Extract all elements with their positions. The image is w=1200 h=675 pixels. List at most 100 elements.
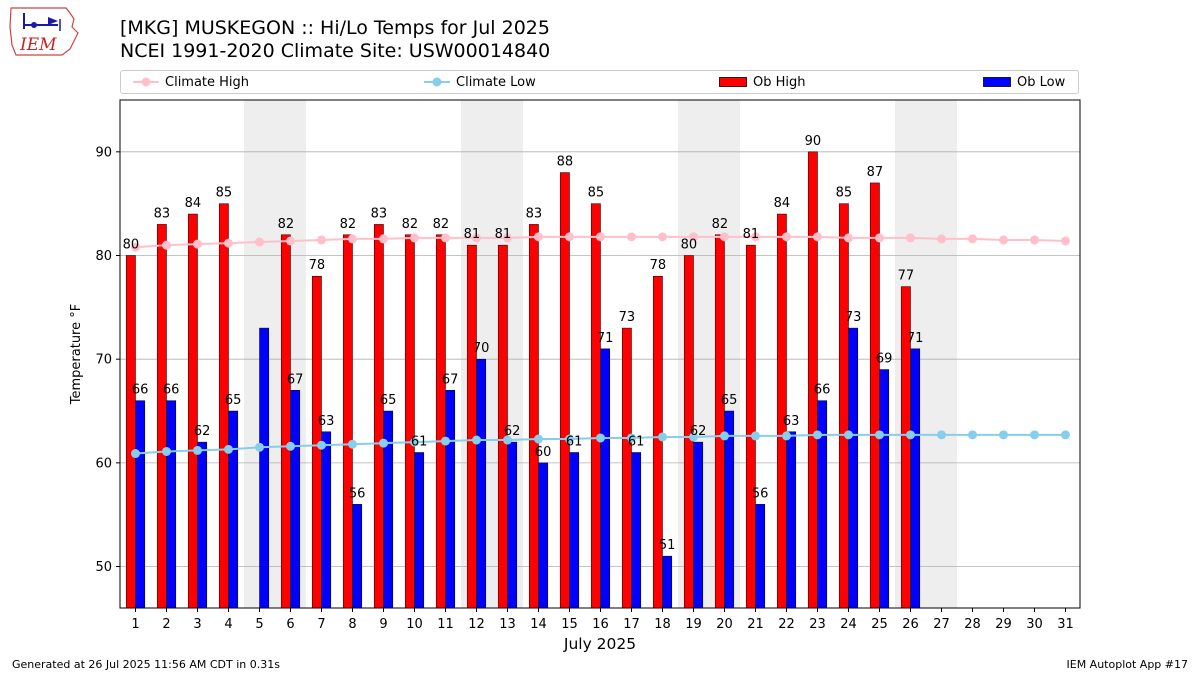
ob-high-bar <box>156 224 167 609</box>
legend-label: Climate High <box>165 74 250 90</box>
chart-title: [MKG] MUSKEGON :: Hi/Lo Temps for Jul 20… <box>120 17 550 39</box>
climate-low-marker <box>813 430 822 440</box>
ob-low-value-label: 67 <box>287 372 304 387</box>
legend-swatch <box>424 77 450 87</box>
climate-low-marker <box>906 430 915 440</box>
ob-low-value-label: 56 <box>349 486 366 501</box>
ob-high-value-label: 82 <box>433 217 450 232</box>
ob-low-value-label: 62 <box>504 424 521 439</box>
ob-low-value-label: 61 <box>628 434 645 449</box>
climate-high-marker <box>348 234 357 244</box>
climate-low-marker <box>131 449 140 459</box>
x-tick-label: 30 <box>1026 617 1043 632</box>
ob-high-value-label: 90 <box>805 134 822 149</box>
climate-low-marker <box>162 446 171 456</box>
climate-low-marker <box>968 430 977 440</box>
ob-high-value-label: 84 <box>774 196 791 211</box>
x-tick-label: 7 <box>317 617 325 632</box>
legend-swatch <box>719 77 747 87</box>
climate-low-marker <box>658 432 667 442</box>
x-tick-label: 23 <box>809 617 826 632</box>
climate-low-marker <box>751 431 760 441</box>
x-tick-label: 6 <box>286 617 294 632</box>
climate-high-marker <box>503 233 512 243</box>
ob-low-bar <box>228 410 239 609</box>
ob-high-value-label: 85 <box>216 186 233 201</box>
x-tick-label: 19 <box>685 617 702 632</box>
ob-high-value-label: 73 <box>619 310 636 325</box>
legend-item-climate-high: Climate High <box>133 71 249 93</box>
ob-high-value-label: 82 <box>712 217 729 232</box>
ob-low-value-label: 70 <box>473 341 490 356</box>
ob-high-value-label: 85 <box>836 186 853 201</box>
chart-subtitle: NCEI 1991-2020 Climate Site: USW00014840 <box>120 40 551 62</box>
ob-high-value-label: 82 <box>278 217 295 232</box>
x-tick-label: 2 <box>162 617 170 632</box>
ob-high-value-label: 78 <box>650 258 667 273</box>
ob-low-bar <box>197 441 208 609</box>
ob-low-value-label: 65 <box>225 393 242 408</box>
ob-low-value-label: 73 <box>845 310 862 325</box>
x-tick-label: 17 <box>623 617 640 632</box>
app-credit: IEM Autoplot App #17 <box>1066 658 1189 671</box>
ob-high-bar <box>528 224 539 609</box>
x-tick-label: 10 <box>406 617 423 632</box>
ob-high-bar <box>714 234 725 609</box>
climate-low-marker <box>317 440 326 450</box>
climate-low-marker <box>937 430 946 440</box>
legend: Climate High Climate Low Ob High Ob Low <box>120 70 1079 94</box>
climate-low-marker <box>379 438 388 448</box>
x-tick-label: 25 <box>871 617 888 632</box>
y-tick-label: 60 <box>95 456 112 471</box>
ob-low-value-label: 63 <box>783 414 800 429</box>
ob-low-value-label: 65 <box>721 393 738 408</box>
climate-low-marker <box>286 441 295 451</box>
ob-low-bar <box>259 327 270 609</box>
ob-high-bar <box>435 234 446 609</box>
x-tick-label: 20 <box>716 617 733 632</box>
climate-high-marker <box>472 233 481 243</box>
ob-high-value-label: 82 <box>340 217 357 232</box>
ob-low-value-label: 66 <box>163 383 180 398</box>
ob-high-value-label: 77 <box>898 269 915 284</box>
ob-low-value-label: 62 <box>690 424 707 439</box>
ob-high-bar <box>373 224 384 609</box>
x-tick-label: 15 <box>561 617 578 632</box>
climate-high-marker <box>968 234 977 244</box>
climate-low-marker <box>348 439 357 449</box>
y-axis-label: Temperature °F <box>69 304 84 405</box>
ob-low-bar <box>631 452 642 609</box>
climate-high-marker <box>689 232 698 242</box>
legend-item-ob-low: Ob Low <box>983 71 1065 93</box>
ob-low-value-label: 61 <box>566 434 583 449</box>
climate-low-marker <box>224 444 233 454</box>
ob-low-value-label: 63 <box>318 414 335 429</box>
climate-high-marker <box>1061 236 1070 246</box>
climate-low-marker <box>1061 430 1070 440</box>
climate-high-marker <box>441 233 450 243</box>
ob-high-bar <box>807 151 818 609</box>
ob-low-value-label: 71 <box>597 331 614 346</box>
climate-high-marker <box>131 242 140 252</box>
ob-low-bar <box>538 462 549 609</box>
climate-high-marker <box>193 239 202 249</box>
x-tick-label: 26 <box>902 617 919 632</box>
climate-low-marker <box>844 430 853 440</box>
generated-timestamp: Generated at 26 Jul 2025 11:56 AM CDT in… <box>12 658 280 671</box>
legend-label: Ob High <box>753 74 806 90</box>
climate-low-marker <box>193 445 202 455</box>
climate-low-marker <box>503 435 512 445</box>
weekend-shade <box>926 100 957 608</box>
ob-low-bar <box>414 452 425 609</box>
ob-low-bar <box>910 348 921 609</box>
climate-low-marker <box>689 432 698 442</box>
ob-high-value-label: 81 <box>743 227 760 242</box>
climate-high-marker <box>224 238 233 248</box>
x-tick-label: 1 <box>131 617 139 632</box>
ob-low-value-label: 66 <box>132 383 149 398</box>
ob-low-bar <box>321 431 332 609</box>
ob-low-value-label: 61 <box>411 434 428 449</box>
ob-high-bar <box>590 203 601 609</box>
climate-low-marker <box>999 430 1008 440</box>
